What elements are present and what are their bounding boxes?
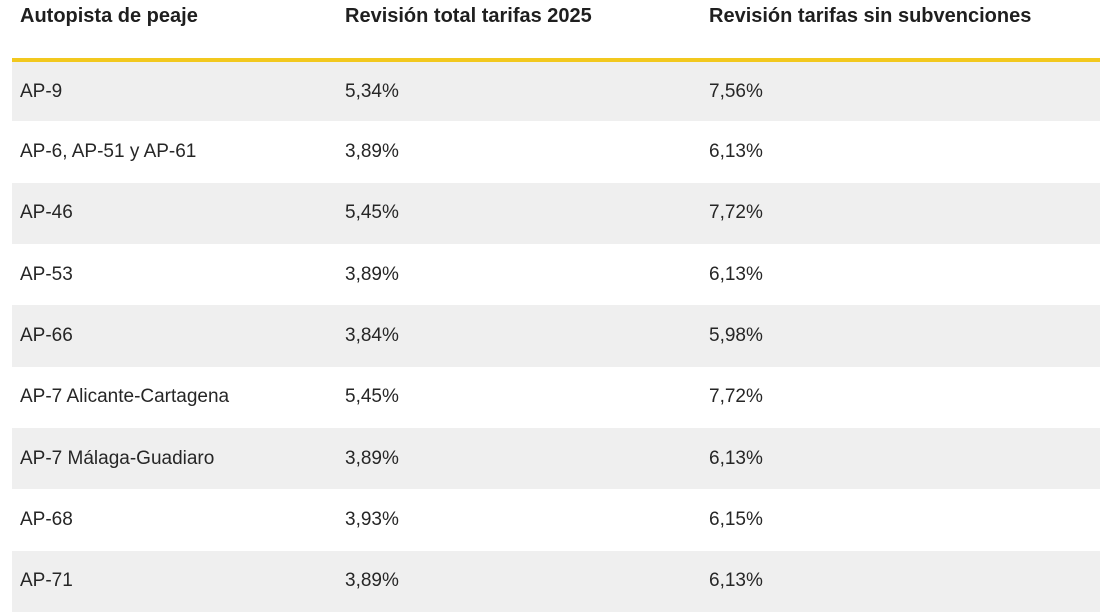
table-row: AP-71 3,89% 6,13% bbox=[12, 550, 1100, 612]
highway-name-cell: AP-66 bbox=[12, 305, 337, 367]
no-subsidy-revision-cell: 6,15% bbox=[709, 508, 763, 530]
toll-tariff-table-container: Autopista de peaje Revisión total tarifa… bbox=[12, 0, 1100, 612]
table-row: AP-46 5,45% 7,72% bbox=[12, 182, 1100, 244]
total-revision-cell: 5,45% bbox=[345, 386, 399, 408]
no-subsidy-revision-cell: 7,72% bbox=[709, 386, 763, 408]
table-row: AP-9 5,34% 7,56% bbox=[12, 60, 1100, 122]
total-revision-cell: 3,89% bbox=[337, 550, 701, 612]
column-header-revision-sin-subvenciones: Revisión tarifas sin subvenciones bbox=[701, 0, 1100, 62]
table-row: AP-66 3,84% 5,98% bbox=[12, 305, 1100, 367]
total-revision-cell: 5,34% bbox=[337, 60, 701, 122]
header-row: Autopista de peaje Revisión total tarifa… bbox=[12, 0, 1100, 62]
no-subsidy-revision-cell: 6,13% bbox=[701, 427, 1100, 490]
highway-name-cell: AP-71 bbox=[12, 550, 337, 612]
table-row: AP-6, AP-51 y AP-61 3,89% 6,13% bbox=[12, 121, 1100, 182]
total-revision-cell: 3,93% bbox=[345, 508, 399, 530]
total-revision-cell: 5,45% bbox=[337, 182, 701, 244]
highway-name-cell: AP-46 bbox=[12, 182, 337, 244]
total-revision-cell: 3,84% bbox=[337, 305, 701, 367]
total-revision-cell: 3,89% bbox=[337, 427, 701, 490]
toll-tariff-table: Autopista de peaje Revisión total tarifa… bbox=[12, 0, 1100, 612]
no-subsidy-revision-cell: 7,72% bbox=[701, 182, 1100, 244]
highway-name-cell: AP-53 bbox=[20, 263, 73, 285]
highway-name-cell: AP-68 bbox=[20, 508, 73, 530]
table-header: Autopista de peaje Revisión total tarifa… bbox=[12, 0, 1100, 62]
highway-name-cell: AP-7 Alicante-Cartagena bbox=[20, 386, 230, 408]
column-header-autopista: Autopista de peaje bbox=[12, 0, 337, 62]
no-subsidy-revision-cell: 7,56% bbox=[701, 60, 1100, 122]
total-revision-cell: 3,89% bbox=[345, 140, 399, 162]
table-row: AP-7 Alicante-Cartagena 5,45% 7,72% bbox=[12, 367, 1100, 428]
highway-name-cell: AP-6, AP-51 y AP-61 bbox=[20, 140, 197, 162]
table-row: AP-7 Málaga-Guadiaro 3,89% 6,13% bbox=[12, 427, 1100, 490]
no-subsidy-revision-cell: 6,13% bbox=[701, 550, 1100, 612]
highway-name-cell: AP-7 Málaga-Guadiaro bbox=[12, 427, 337, 490]
no-subsidy-revision-cell: 6,13% bbox=[709, 263, 763, 285]
table-row: AP-53 3,89% 6,13% bbox=[12, 244, 1100, 305]
column-header-revision-total: Revisión total tarifas 2025 bbox=[337, 0, 701, 62]
highway-name-cell: AP-9 bbox=[12, 60, 337, 122]
table-row: AP-68 3,93% 6,15% bbox=[12, 489, 1100, 550]
table-body: AP-9 5,34% 7,56% AP-6, AP-51 y AP-61 3,8… bbox=[12, 60, 1100, 612]
no-subsidy-revision-cell: 6,13% bbox=[709, 140, 763, 162]
total-revision-cell: 3,89% bbox=[345, 263, 399, 285]
no-subsidy-revision-cell: 5,98% bbox=[701, 305, 1100, 367]
